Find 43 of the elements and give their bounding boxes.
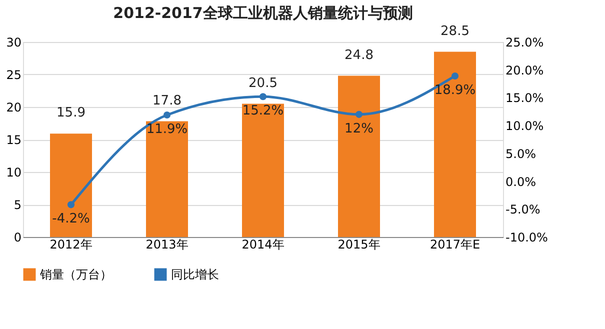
- legend-label: 同比增长: [171, 268, 219, 282]
- data-label: 11.9%: [146, 122, 188, 137]
- y2-tick-label: 0.0%: [506, 174, 536, 189]
- y2-tick-label: 20.0%: [506, 63, 544, 78]
- data-label: 12%: [344, 121, 374, 136]
- y2-tick-label: 15.0%: [506, 91, 544, 106]
- data-label: -4.2%: [52, 212, 90, 227]
- y2-tick-label: 10.0%: [506, 119, 544, 134]
- bar: [242, 104, 284, 237]
- point: [451, 72, 459, 80]
- y-tick-label: 5: [14, 198, 22, 212]
- y-tick-label: 0: [14, 230, 22, 244]
- data-label: 20.5: [248, 76, 278, 91]
- data-label: 28.5: [440, 24, 470, 39]
- point: [259, 93, 267, 100]
- y-tick-label: 20: [6, 100, 22, 114]
- y-tick-label: 15: [6, 133, 22, 147]
- x-tick-label: 2012年: [50, 238, 92, 252]
- bar: [146, 121, 188, 237]
- y2-tick-label: -10.0%: [506, 230, 548, 244]
- data-label: 15.9: [56, 106, 86, 121]
- y-tick-label: 25: [6, 68, 22, 82]
- y-tick-label: 30: [6, 36, 22, 50]
- y-tick-label: 10: [6, 166, 22, 180]
- data-label: 18.9%: [434, 82, 476, 98]
- y2-tick-label: -5.0%: [506, 202, 540, 217]
- data-label: 15.2%: [242, 104, 284, 119]
- bar: [50, 134, 92, 237]
- point: [163, 111, 171, 119]
- point: [355, 110, 363, 118]
- legend-label: 销量（万台）: [39, 268, 112, 282]
- data-label: 24.8: [344, 48, 374, 63]
- y2-tick-label: 25.0%: [506, 36, 544, 50]
- x-tick-label: 2014年: [242, 238, 284, 252]
- x-tick-label: 2013年: [146, 238, 188, 252]
- point: [67, 201, 75, 208]
- x-tick-label: 2015年: [338, 238, 380, 252]
- bar: [434, 52, 476, 237]
- y2-tick-label: 5.0%: [506, 146, 536, 161]
- data-label: 17.8: [152, 93, 182, 108]
- chart-title: 2012-2017全球工业机器人销量统计与预测: [113, 4, 413, 22]
- bar: [338, 76, 380, 237]
- x-tick-label: 2017年E: [430, 238, 480, 252]
